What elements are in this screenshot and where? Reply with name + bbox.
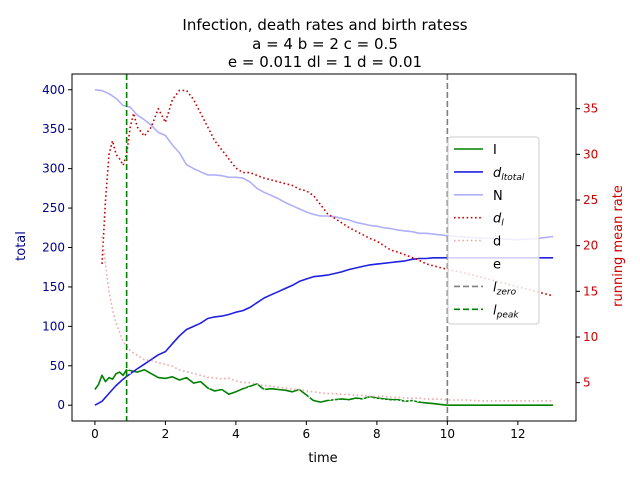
x-tick-label: 12 <box>510 427 525 441</box>
series-line-d-l <box>101 89 554 297</box>
legend-label-l-zero: lzero <box>493 280 517 297</box>
y-right-tick-label: 35 <box>583 102 598 116</box>
series-line-d-ltotal <box>94 256 554 406</box>
legend-label-N: N <box>493 189 503 204</box>
legend-label-d: d <box>493 235 501 250</box>
x-axis-label: time <box>308 451 337 466</box>
y-left-tick-label: 100 <box>42 319 65 333</box>
x-tick-label: 2 <box>162 427 170 441</box>
y-axis-label-left: total <box>14 231 29 261</box>
legend-label-I: I <box>493 143 497 158</box>
chart-title: Infection, death rates and birth ratess … <box>182 16 467 71</box>
plot-area <box>94 74 554 421</box>
y-right-tick-label: 5 <box>583 376 591 390</box>
chart-title-line-2: a = 4 b = 2 c = 0.5 <box>252 35 398 53</box>
chart-title-line-3: e = 0.011 dl = 1 d = 0.01 <box>228 53 422 71</box>
legend-label-d-l: dl <box>493 212 504 229</box>
x-tick-label: 0 <box>91 427 99 441</box>
y-left-tick-label: 300 <box>42 162 65 176</box>
legend-label-d-ltotal: dltotal <box>493 166 525 183</box>
y-left-tick-label: 250 <box>42 201 65 215</box>
x-tick-label: 8 <box>373 427 381 441</box>
y-right-tick-label: 15 <box>583 284 598 298</box>
y-left-tick-label: 400 <box>42 83 65 97</box>
x-tick-label: 10 <box>440 427 455 441</box>
legend-label-e: e <box>493 258 501 273</box>
series-line-I <box>94 368 554 407</box>
y-left-tick-label: 150 <box>42 280 65 294</box>
y-right-tick-label: 10 <box>583 330 598 344</box>
axes: 0 2 4 6 8 10 12 0 50 100 150 200 250 300 350 400 5 10 15 20… <box>42 73 598 441</box>
x-tick-label: 4 <box>232 427 240 441</box>
y-left-tick-label: 50 <box>50 359 65 373</box>
y-left-tick-label: 0 <box>57 398 65 412</box>
y-right-tick-label: 30 <box>583 147 598 161</box>
series-line-d <box>101 236 554 402</box>
y-left-tick-label: 200 <box>42 241 65 255</box>
series-group <box>94 74 554 421</box>
y-right-tick-label: 20 <box>583 239 598 253</box>
chart-title-line-1: Infection, death rates and birth ratess <box>182 16 467 34</box>
legend-label-l-peak: lpeak <box>493 303 519 320</box>
x-tick-label: 6 <box>303 427 311 441</box>
series-line-N <box>94 89 554 241</box>
legend-box <box>447 136 540 325</box>
series-line-e <box>108 354 554 402</box>
y-left-tick-label: 350 <box>42 122 65 136</box>
y-right-tick-label: 25 <box>583 193 598 207</box>
y-axis-label-right: running mean rate <box>611 185 626 307</box>
